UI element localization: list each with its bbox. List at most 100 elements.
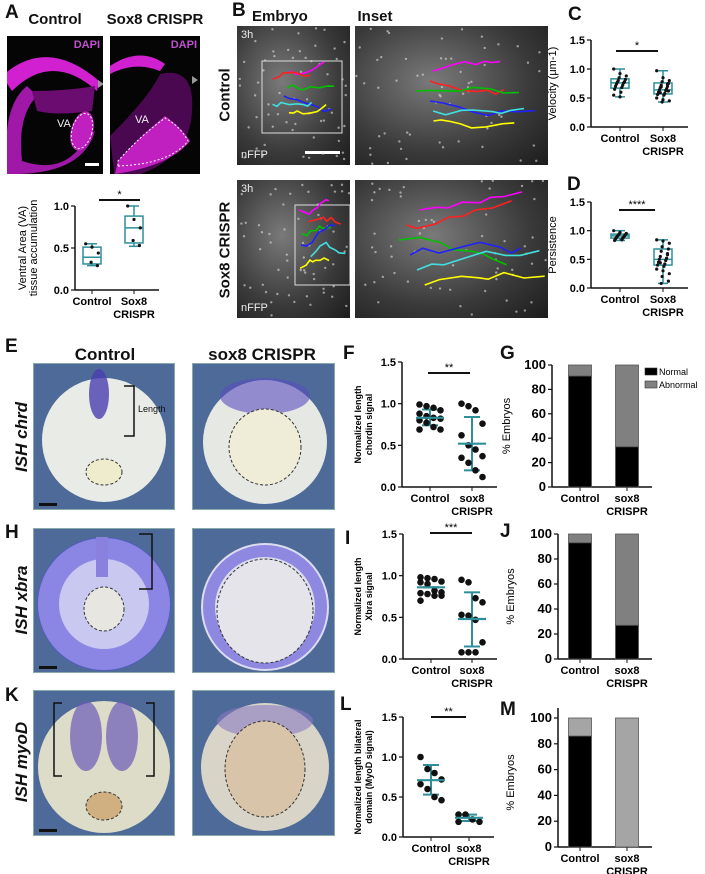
nucleus (440, 37, 444, 40)
nucleus (404, 57, 408, 61)
data-point (423, 402, 430, 410)
nucleus (297, 32, 300, 35)
nucleus (263, 59, 267, 62)
cell-tracks-inset (364, 180, 547, 316)
nucleus (256, 81, 260, 84)
nucleus (358, 46, 361, 49)
nucleus (438, 93, 441, 97)
bar-normal (568, 542, 592, 660)
x-tick-label: Sox8 (650, 294, 676, 306)
data-point (416, 426, 423, 433)
nucleus (399, 191, 402, 194)
y-tick-label: 1.0 (382, 752, 397, 764)
nucleus (335, 57, 338, 61)
nucleus (323, 28, 326, 31)
nucleus (418, 232, 422, 235)
nucleus (269, 193, 272, 196)
y-axis-label: Velocity (μm-1) (547, 47, 559, 121)
nucleus (317, 213, 320, 217)
significance-label: **** (628, 199, 646, 211)
nucleus (304, 56, 307, 60)
nucleus (530, 301, 533, 304)
nucleus (301, 183, 304, 187)
panel-letter-e: E (5, 336, 18, 357)
bar-abnormal (568, 717, 592, 737)
nucleus (459, 70, 462, 74)
nucleus (480, 35, 484, 38)
nucleus (274, 187, 277, 191)
nucleus (505, 299, 508, 302)
nucleus (347, 191, 350, 195)
nucleus (393, 271, 396, 275)
nucleus (498, 113, 501, 117)
length-label: Length (138, 404, 166, 414)
nucleus (322, 119, 326, 122)
data-point (618, 95, 622, 99)
nucleus (244, 221, 247, 224)
nucleus (369, 27, 372, 31)
nucleus (344, 93, 347, 97)
nucleus (430, 218, 433, 222)
nucleus (286, 276, 289, 279)
nucleus (362, 82, 366, 85)
panel-letter-m: M (500, 699, 516, 720)
nucleus (439, 57, 443, 60)
data-point (662, 93, 666, 97)
y-axis-label: Normalized length (353, 557, 363, 635)
data-point (476, 818, 483, 826)
data-point (479, 420, 486, 427)
x-tick-label: sox8 (459, 665, 484, 677)
ish-myod-control (33, 690, 175, 836)
nucleus (324, 266, 327, 270)
y-tick-label: 0.5 (382, 612, 397, 624)
nucleus (240, 222, 243, 225)
nucleus (319, 119, 323, 123)
y-tick-label: 1.0 (382, 571, 397, 583)
data-point (95, 264, 99, 268)
data-point (613, 84, 618, 88)
bar-normal (615, 446, 639, 488)
nucleus (523, 245, 527, 248)
data-point (658, 254, 662, 259)
nucleus (321, 152, 325, 155)
nucleus (444, 57, 448, 61)
y-tick-label: 0.5 (381, 440, 396, 452)
nucleus (345, 245, 348, 248)
x-tick-label: sox8 (614, 853, 639, 865)
dapi-image-control: DAPI VA (7, 36, 103, 174)
nucleus (286, 48, 290, 52)
panel-letter-d: D (567, 174, 581, 195)
data-point (613, 87, 617, 91)
data-point (96, 251, 100, 255)
nucleus (424, 218, 428, 222)
nucleus (330, 111, 334, 114)
nucleus (299, 70, 303, 74)
x-tick-label: sox8 (614, 665, 639, 677)
data-point (430, 404, 437, 412)
nucleus (322, 287, 325, 290)
nucleus (380, 55, 383, 59)
nucleus (450, 57, 453, 60)
nucleus (271, 125, 274, 128)
x-tick-label: CRISPR (606, 506, 648, 518)
nucleus (335, 154, 339, 158)
nucleus (535, 159, 538, 163)
x-tick-label: Control (600, 133, 639, 145)
y-tick-label: 0.0 (570, 122, 585, 134)
data-point (666, 279, 671, 283)
y-tick-label: 100 (530, 710, 552, 725)
nucleus (291, 128, 294, 132)
bar-abnormal (615, 364, 639, 448)
x-tick-label: CRISPR (451, 506, 493, 518)
data-point (417, 574, 424, 581)
panel-letter-b: B (232, 0, 246, 21)
va-label: VA (57, 118, 71, 130)
nucleus (486, 127, 489, 130)
embryo-myod-control (38, 701, 170, 833)
data-point (417, 589, 424, 597)
a-col-sox8: Sox8 CRISPR (106, 11, 204, 28)
cell-tracks (240, 183, 350, 317)
nucleus (381, 275, 384, 279)
nucleus (337, 139, 341, 143)
